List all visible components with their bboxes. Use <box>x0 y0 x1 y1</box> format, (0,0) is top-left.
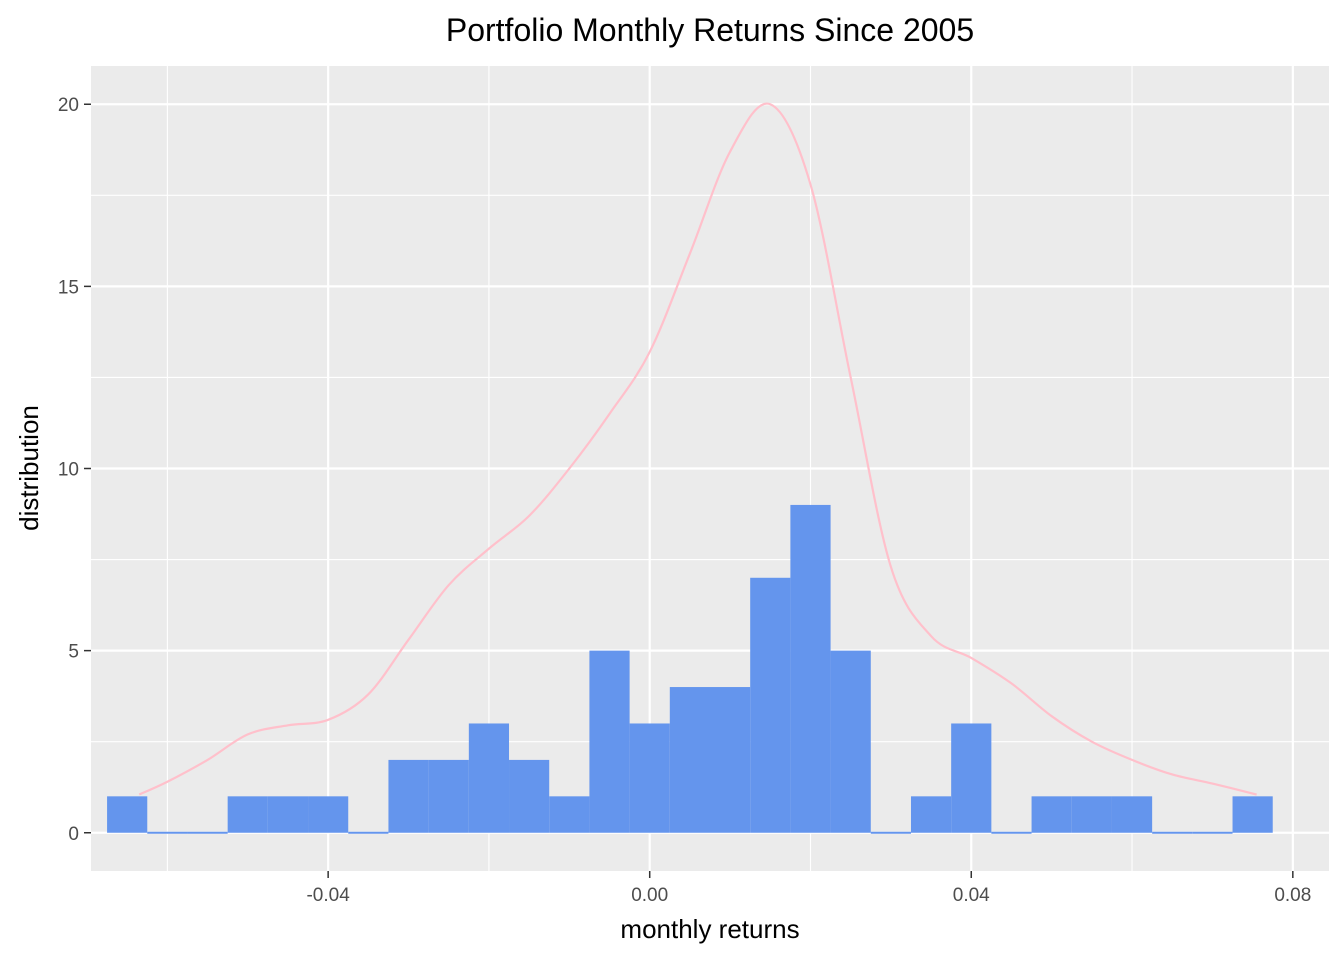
histogram-bar <box>107 796 148 833</box>
histogram-bar <box>308 796 349 833</box>
histogram-bar <box>910 796 952 833</box>
histogram-bar <box>790 504 831 833</box>
x-tick-label: 0.08 <box>1274 885 1311 906</box>
histogram-bar <box>1111 796 1153 833</box>
y-tick-label: 15 <box>58 277 79 298</box>
y-axis-ticks: 0 5 10 15 20 <box>58 95 91 845</box>
chart-title: Portfolio Monthly Returns Since 2005 <box>446 12 974 48</box>
x-tick-label: 0.00 <box>631 885 668 906</box>
histogram-bar <box>227 796 268 833</box>
histogram-bars <box>107 504 1273 834</box>
histogram-bar <box>1232 796 1273 833</box>
histogram-bar <box>509 759 550 833</box>
histogram-bar <box>1071 796 1112 833</box>
y-axis-title: distribution <box>14 405 44 531</box>
y-tick-label: 5 <box>68 642 79 663</box>
histogram-bar <box>468 723 510 833</box>
histogram-bar <box>629 723 670 833</box>
y-tick-label: 20 <box>58 95 79 116</box>
histogram-bar <box>589 650 630 833</box>
histogram-bar <box>750 577 791 833</box>
histogram-bar <box>267 796 309 833</box>
histogram-bar <box>1031 796 1072 833</box>
histogram-bar <box>549 796 590 833</box>
histogram-bar <box>710 687 751 833</box>
histogram-bar <box>830 650 871 833</box>
y-tick-label: 0 <box>68 824 79 845</box>
histogram-bar <box>669 687 710 833</box>
histogram-bar <box>428 759 469 833</box>
x-axis-ticks: -0.04 0.00 0.04 0.08 <box>306 871 1311 906</box>
y-tick-label: 10 <box>58 460 79 481</box>
density-curve <box>138 102 1257 796</box>
x-axis-title: monthly returns <box>620 914 799 944</box>
histogram-bar <box>951 723 992 833</box>
histogram-bar <box>388 759 429 833</box>
x-tick-label: 0.04 <box>953 885 990 906</box>
x-tick-label: -0.04 <box>306 885 350 906</box>
